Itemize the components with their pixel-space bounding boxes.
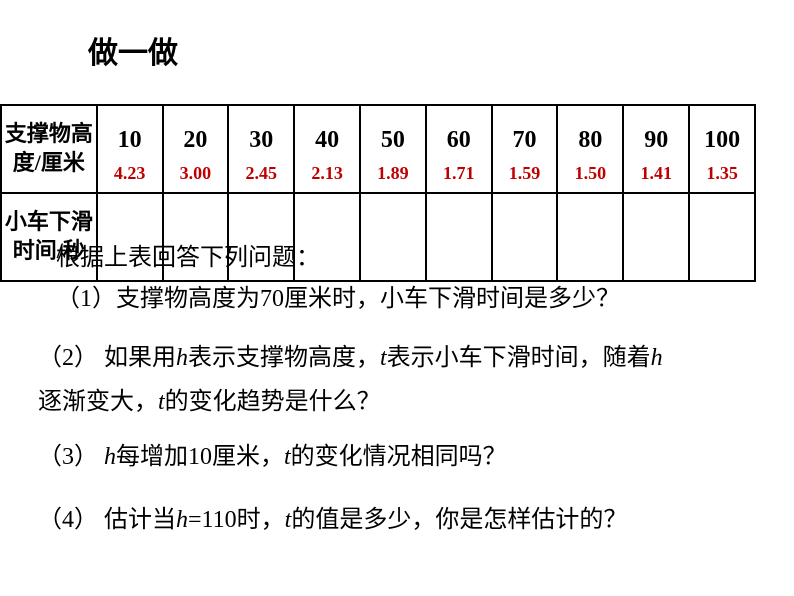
table-cell: 100 1.35 (689, 105, 755, 193)
col-header: 100 (704, 120, 740, 155)
table-cell: 50 1.89 (360, 105, 426, 193)
col-value: 1.50 (575, 155, 607, 184)
var-t: t (380, 345, 387, 371)
col-value: 1.71 (443, 155, 475, 184)
col-value: 1.41 (640, 155, 672, 184)
col-header: 30 (249, 120, 273, 155)
var-h: h (104, 444, 116, 470)
question-2-line2: 逐渐变大，t的变化趋势是什么？ (38, 384, 770, 421)
q2-part-b: 表示支撑物高度， (188, 345, 380, 371)
col-value: 1.35 (706, 155, 738, 184)
q3-part-a: （3） (38, 444, 104, 470)
var-h: h (176, 507, 188, 533)
table-cell: 90 1.41 (623, 105, 689, 193)
q4-part-b: =110时， (188, 507, 285, 533)
table-cell: 80 1.50 (557, 105, 623, 193)
table-cell: 10 4.23 (97, 105, 163, 193)
q4-part-c: 的值是多少，你是怎样估计的？ (291, 507, 627, 533)
col-header: 80 (578, 120, 602, 155)
col-header: 50 (381, 120, 405, 155)
question-2-line1: （2） 如果用h表示支撑物高度，t表示小车下滑时间，随着h (38, 340, 770, 377)
var-h: h (176, 345, 188, 371)
table-cell: 40 2.13 (294, 105, 360, 193)
q3-part-c: 的变化情况相同吗？ (291, 444, 507, 470)
q3-part-b: 每增加10厘米， (116, 444, 284, 470)
q2-part-d: 逐渐变大， (38, 389, 158, 415)
var-h: h (651, 345, 663, 371)
q2-part-e: 的变化趋势是什么？ (165, 389, 381, 415)
table-row: 支撑物高度/厘米 10 4.23 20 3.00 30 2.45 (1, 105, 755, 193)
col-value: 2.13 (311, 155, 343, 184)
col-header: 10 (118, 120, 142, 155)
table-cell: 20 3.00 (163, 105, 229, 193)
col-header: 40 (315, 120, 339, 155)
col-value: 3.00 (180, 155, 212, 184)
question-4: （4） 估计当h=110时，t的值是多少，你是怎样估计的？ (38, 502, 770, 539)
table-cell: 60 1.71 (426, 105, 492, 193)
q2-part-a: （2） 如果用 (38, 345, 176, 371)
q4-part-a: （4） 估计当 (38, 507, 176, 533)
question-intro: 根据上表回答下列问题： (56, 240, 770, 277)
question-1: （1）支撑物高度为70厘米时，小车下滑时间是多少？ (56, 281, 770, 318)
col-value: 4.23 (114, 155, 146, 184)
col-header: 90 (644, 120, 668, 155)
table-cell: 70 1.59 (492, 105, 558, 193)
col-header: 20 (183, 120, 207, 155)
col-value: 1.89 (377, 155, 409, 184)
questions-block: 根据上表回答下列问题： （1）支撑物高度为70厘米时，小车下滑时间是多少？ （2… (30, 240, 770, 557)
page-title: 做一做 (88, 28, 178, 72)
table-cell: 30 2.45 (228, 105, 294, 193)
q2-part-c: 表示小车下滑时间，随着 (387, 345, 651, 371)
var-t: t (158, 389, 165, 415)
row1-label: 支撑物高度/厘米 (1, 105, 97, 193)
var-t: t (284, 444, 291, 470)
col-value: 2.45 (245, 155, 277, 184)
question-3: （3） h每增加10厘米，t的变化情况相同吗？ (38, 439, 770, 476)
col-header: 70 (513, 120, 537, 155)
col-header: 60 (447, 120, 471, 155)
col-value: 1.59 (509, 155, 541, 184)
